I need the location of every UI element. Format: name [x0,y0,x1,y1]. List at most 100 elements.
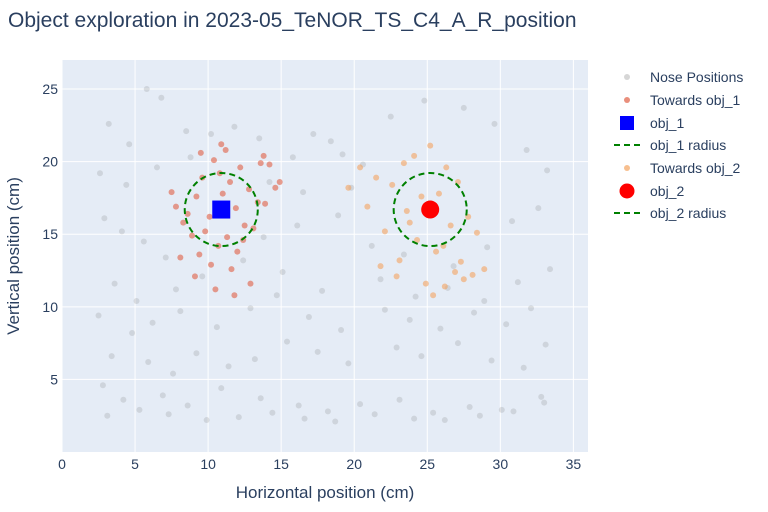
legend-item[interactable]: Towards obj_2 [612,157,743,180]
data-point [528,305,535,312]
data-point [162,254,169,261]
data-point [345,184,352,191]
data-point [193,350,200,357]
data-point [257,395,264,402]
data-point [208,261,215,268]
data-point [364,203,371,210]
chart-legend[interactable]: Nose Positions Towards obj_1 obj_1 obj_1 ra… [612,66,743,225]
data-point [172,203,179,210]
data-point [126,141,133,148]
data-point [187,154,194,161]
data-point [538,393,545,400]
data-point [396,257,403,264]
y-tick-label: 5 [50,371,58,387]
legend-item[interactable]: Towards obj_1 [612,89,743,112]
data-point [491,120,498,127]
data-point [218,385,225,392]
chart-title: Object exploration in 2023-05_TeNOR_TS_C… [8,9,577,32]
legend-item[interactable]: obj_2 radius [612,202,743,225]
data-point [433,248,440,255]
data-point [301,415,308,422]
data-point [542,341,549,348]
data-point [206,213,213,220]
data-point [256,135,263,142]
obj-1-marker [212,200,231,219]
data-point [338,327,345,334]
data-point [251,356,258,363]
data-point [403,207,410,214]
data-point [143,86,150,93]
data-point [412,293,419,300]
data-point [335,212,342,219]
data-point [189,232,196,239]
data-point [145,358,152,365]
legend-item[interactable]: obj_1 radius [612,134,743,157]
data-point [411,152,418,159]
data-point [108,353,115,360]
data-point [414,237,421,244]
data-point [284,338,291,345]
data-point [324,408,331,415]
data-point [377,276,384,283]
data-point [208,131,215,138]
data-point [466,403,473,410]
x-tick-label: 10 [200,456,216,472]
x-tick-label: 15 [273,456,289,472]
data-point [104,412,111,419]
data-point [235,414,242,421]
data-point [276,178,283,185]
data-point [196,251,203,258]
data-point [411,415,418,422]
data-point [269,409,276,416]
legend-item[interactable]: obj_2 [612,179,743,202]
legend-swatch-icon [614,144,640,147]
data-point [247,280,254,287]
data-point [153,164,160,171]
axis-ticks: 0 5 10 15 20 25 30 35 5 10 15 20 25 [42,81,581,472]
data-point [441,283,448,290]
data-point [509,218,516,225]
data-point [202,228,209,235]
data-point [191,273,198,280]
data-point [381,306,388,313]
data-point [260,234,267,241]
y-tick-label: 15 [42,226,58,242]
data-point [310,131,317,138]
data-marks [95,86,554,425]
data-point [406,219,413,226]
data-point [421,97,428,104]
data-point [345,360,352,367]
legend-swatch-icon [624,165,630,172]
data-point [262,200,269,207]
data-point [481,298,488,305]
data-point [476,412,483,419]
data-point [136,406,143,413]
data-point [231,123,238,130]
data-point [327,138,334,145]
data-point [240,257,247,264]
data-point [460,276,467,283]
data-point [129,329,136,336]
data-point [140,238,147,245]
legend-swatch-icon [624,97,630,104]
x-axis-title: Horizontal position (cm) [236,483,415,502]
legend-item[interactable]: obj_1 [612,111,743,134]
data-point [168,189,175,196]
data-point [183,128,190,135]
series-towards-obj-1 [168,141,283,299]
data-point [227,178,234,185]
data-point [266,178,273,185]
data-point [105,120,112,127]
legend-item[interactable]: Nose Positions [612,66,743,89]
data-point [289,154,296,161]
data-point [488,357,495,364]
data-point [232,205,239,212]
data-point [371,411,378,418]
data-point [418,353,425,360]
data-point [469,271,476,278]
y-axis-title: Vertical position (cm) [4,177,23,335]
data-point [295,402,302,409]
data-point [199,273,206,280]
plot-area [62,60,588,452]
data-point [473,229,480,236]
